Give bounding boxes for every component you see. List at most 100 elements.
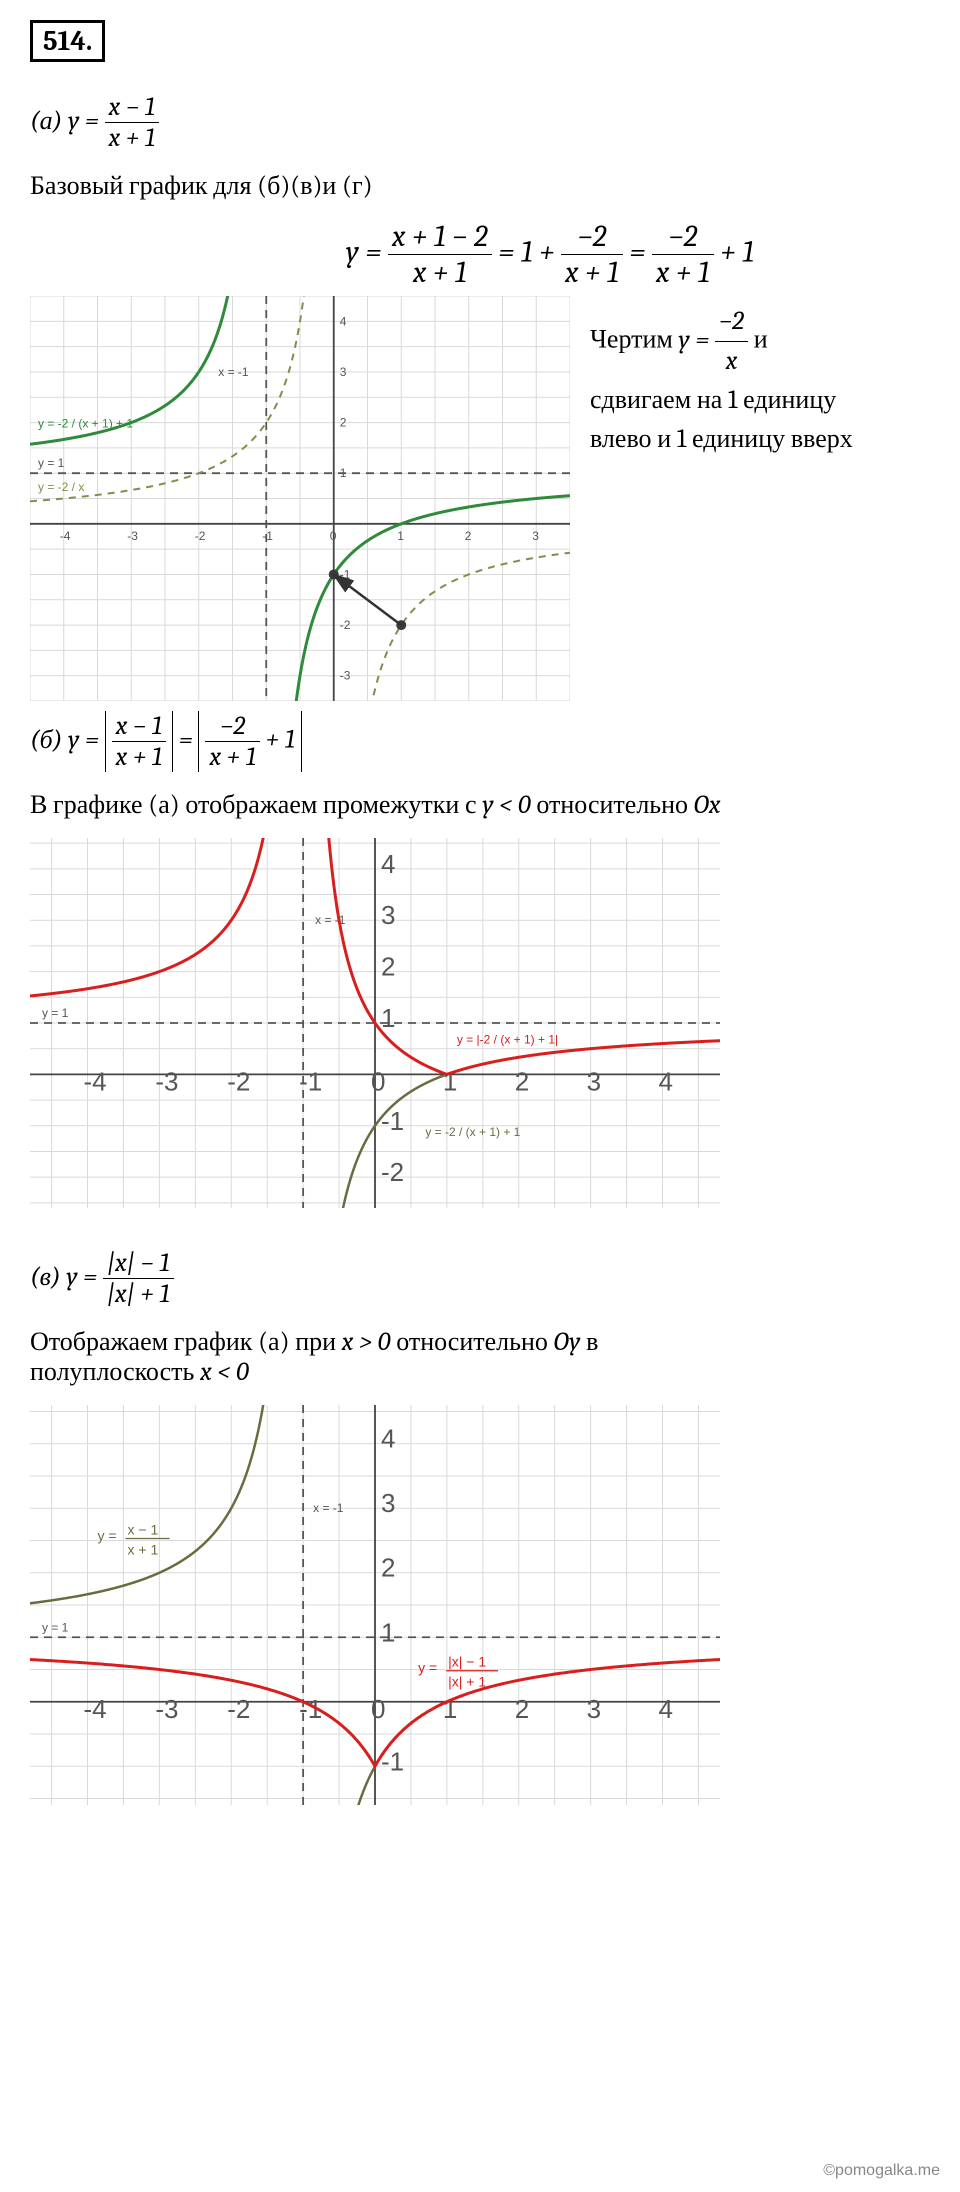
text: x > 0 <box>342 1327 391 1357</box>
fraction: |x| − 1 |x| + 1 <box>103 1248 174 1309</box>
svg-text:x = -1: x = -1 <box>313 1501 344 1515</box>
den: x <box>715 342 748 381</box>
fraction: x − 1 x + 1 <box>112 711 167 772</box>
svg-text:y = -2 / (x + 1) + 1: y = -2 / (x + 1) + 1 <box>425 1125 520 1139</box>
tail: + 1 <box>720 235 754 270</box>
svg-text:|x| − 1: |x| − 1 <box>448 1654 486 1670</box>
fraction: x − 1 x + 1 <box>105 92 160 153</box>
text: и <box>754 325 768 355</box>
num: −2 <box>561 219 623 255</box>
num: −2 <box>205 711 260 742</box>
svg-text:y = |-2 / (x + 1) + 1|: y = |-2 / (x + 1) + 1| <box>457 1033 558 1047</box>
svg-text:-3: -3 <box>155 1066 178 1096</box>
fraction: −2 x + 1 <box>561 219 623 290</box>
chart-a: -4-3-2-10123-3-2-11234x = -1y = 1y = -2 … <box>30 296 570 701</box>
text: Ox <box>694 790 721 820</box>
part-b: (б) y = x − 1 x + 1 = −2 x + 1 + 1 <box>30 711 930 772</box>
text: полуплоскость <box>30 1357 200 1387</box>
abs: x − 1 x + 1 <box>105 711 174 772</box>
svg-text:-3: -3 <box>155 1694 178 1724</box>
svg-text:y = -2 / x: y = -2 / x <box>38 480 84 494</box>
svg-text:-4: -4 <box>60 529 71 543</box>
lhs: y = <box>346 235 381 270</box>
svg-text:-2: -2 <box>227 1694 250 1724</box>
svg-text:-3: -3 <box>340 669 351 683</box>
text: Чертим <box>590 325 679 355</box>
lhs: y = <box>679 325 710 355</box>
svg-text:-1: -1 <box>262 529 273 543</box>
fraction: x + 1 − 2 x + 1 <box>388 219 492 290</box>
part-b-subtitle: В графике (а) отображаем промежутки с y … <box>30 790 930 820</box>
fraction: −2 x + 1 <box>652 219 714 290</box>
svg-text:4: 4 <box>340 314 347 328</box>
part-c-eq: (в) y = |x| − 1 |x| + 1 <box>30 1262 174 1292</box>
chart-a-wrap: -4-3-2-10123-3-2-11234x = -1y = 1y = -2 … <box>30 296 930 701</box>
svg-text:3: 3 <box>587 1694 601 1724</box>
part-a-big-eq: y = x + 1 − 2 x + 1 = 1 + −2 x + 1 = −2 … <box>30 219 930 290</box>
svg-text:4: 4 <box>659 1066 673 1096</box>
svg-text:x − 1: x − 1 <box>128 1521 159 1537</box>
num: −2 <box>652 219 714 255</box>
part-c: (в) y = |x| − 1 |x| + 1 <box>30 1248 930 1309</box>
svg-text:3: 3 <box>381 1488 395 1518</box>
svg-text:3: 3 <box>381 900 395 930</box>
svg-text:-2: -2 <box>340 618 351 632</box>
part-c-label: (в) <box>30 1262 61 1292</box>
num: x − 1 <box>112 711 167 742</box>
svg-text:y = 1: y = 1 <box>42 1620 69 1634</box>
svg-text:3: 3 <box>532 529 539 543</box>
eq: = <box>629 235 645 270</box>
den: x + 1 <box>652 255 714 290</box>
svg-text:-2: -2 <box>381 1157 404 1187</box>
text: В графике (а) отображаем промежутки с <box>30 790 482 820</box>
text: сдвигаем на 1 единицу <box>590 381 960 420</box>
svg-text:0: 0 <box>330 529 337 543</box>
part-c-subtitle: Отображаем график (а) при x > 0 относите… <box>30 1327 930 1387</box>
svg-text:2: 2 <box>465 529 472 543</box>
svg-text:4: 4 <box>659 1694 673 1724</box>
svg-text:3: 3 <box>340 365 347 379</box>
svg-text:4: 4 <box>381 849 395 879</box>
den: x + 1 <box>112 742 167 772</box>
svg-text:2: 2 <box>515 1066 529 1096</box>
eq: = <box>179 725 193 755</box>
text: относительно <box>536 790 693 820</box>
svg-text:1: 1 <box>397 529 404 543</box>
svg-text:0: 0 <box>371 1066 385 1096</box>
part-b-eq: (б) y = x − 1 x + 1 = −2 x + 1 + 1 <box>30 725 302 755</box>
lhs: y = <box>68 106 99 136</box>
svg-text:-4: -4 <box>84 1694 107 1724</box>
svg-text:-4: -4 <box>84 1066 107 1096</box>
eq: = 1 + <box>498 235 554 270</box>
svg-text:1: 1 <box>381 1617 395 1647</box>
svg-text:x + 1: x + 1 <box>128 1541 159 1557</box>
den: |x| + 1 <box>103 1279 174 1309</box>
svg-text:y = 1: y = 1 <box>42 1006 69 1020</box>
den: x + 1 <box>205 742 260 772</box>
svg-text:2: 2 <box>515 1694 529 1724</box>
svg-text:x = -1: x = -1 <box>315 913 346 927</box>
watermark: ©pomogalka.me <box>823 2162 940 2180</box>
tail: + 1 <box>266 725 295 755</box>
svg-text:y =: y = <box>418 1660 437 1676</box>
svg-text:-2: -2 <box>195 529 206 543</box>
fraction: −2 x + 1 <box>205 711 260 772</box>
svg-text:1: 1 <box>381 1003 395 1033</box>
svg-text:3: 3 <box>587 1066 601 1096</box>
part-a-label: (а) <box>30 106 62 136</box>
part-b-label: (б) <box>30 725 62 755</box>
den: x + 1 <box>388 255 492 290</box>
svg-text:-1: -1 <box>381 1106 404 1136</box>
svg-text:y = 1: y = 1 <box>38 456 65 470</box>
svg-text:x = -1: x = -1 <box>218 365 249 379</box>
part-a-subtitle: Базовый график для (б)(в)и (г) <box>30 171 930 201</box>
lhs: y = <box>66 1262 97 1292</box>
problem-number: 514. <box>30 20 105 62</box>
num: x + 1 − 2 <box>388 219 492 255</box>
svg-text:-3: -3 <box>127 529 138 543</box>
text: относительно <box>396 1327 553 1357</box>
svg-text:|x| + 1: |x| + 1 <box>448 1674 486 1690</box>
svg-text:2: 2 <box>340 416 347 430</box>
svg-text:2: 2 <box>381 952 395 982</box>
text: y < 0 <box>482 790 530 820</box>
